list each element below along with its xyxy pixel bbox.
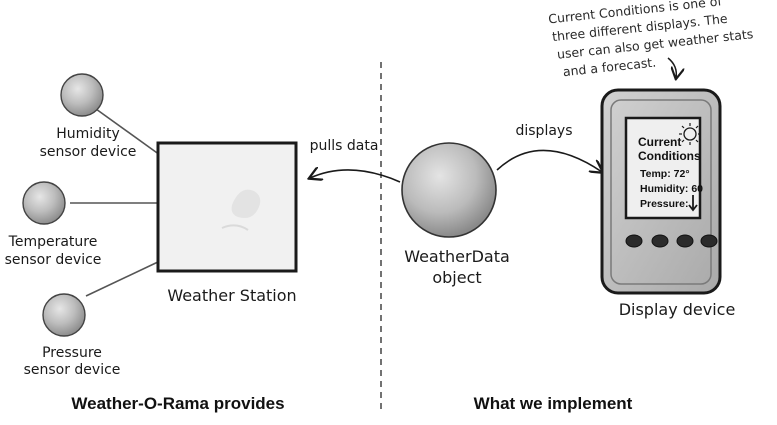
right-section-title: What we implement	[474, 394, 633, 413]
temperature-sensor	[22, 181, 66, 225]
pulls-data-arrow	[310, 170, 401, 183]
screen-title-2: Conditions	[638, 149, 701, 163]
weather-station-label: Weather Station	[167, 286, 296, 305]
pulls-data-label: pulls data	[310, 138, 379, 154]
pressure-sensor-label-2: sensor device	[24, 362, 121, 378]
annotation-arrow	[667, 57, 676, 78]
humidity-sensor-label-1: Humidity	[56, 126, 119, 142]
device-button-4	[700, 234, 718, 248]
displays-label: displays	[515, 123, 572, 139]
displays-arrow	[496, 149, 602, 172]
weather-data-label-1: WeatherData	[404, 247, 510, 266]
device-button-2	[651, 234, 669, 248]
screen-pressure: Pressure:	[640, 198, 688, 210]
pressure-sensor-label-1: Pressure	[42, 345, 102, 361]
device-button-1	[625, 234, 643, 248]
humidity-sensor-label-2: sensor device	[40, 144, 137, 160]
screen-title-1: Current	[638, 135, 681, 149]
temperature-sensor-label-1: Temperature	[8, 234, 98, 250]
pressure-down-arrow-icon	[688, 195, 698, 212]
sensor-connectors	[70, 108, 161, 297]
pressure-sensor	[42, 293, 86, 337]
weather-station-box	[156, 141, 298, 273]
device-buttons	[625, 234, 718, 248]
display-device-label: Display device	[619, 300, 736, 319]
temperature-sensor-label-2: sensor device	[5, 252, 102, 268]
screen-humidity: Humidity: 60	[640, 183, 703, 195]
sun-icon	[679, 123, 701, 145]
display-device: Current Conditions Temp: 72° Humidity: 6…	[600, 88, 722, 295]
device-button-3	[676, 234, 694, 248]
annotation-note: Current Conditions is one of three diffe…	[548, 0, 754, 79]
screen-temp: Temp: 72°	[640, 168, 690, 180]
humidity-sensor	[60, 73, 104, 117]
weather-data-object	[401, 142, 497, 238]
left-section-title: Weather-O-Rama provides	[71, 394, 284, 413]
weather-data-label-2: object	[432, 268, 481, 287]
